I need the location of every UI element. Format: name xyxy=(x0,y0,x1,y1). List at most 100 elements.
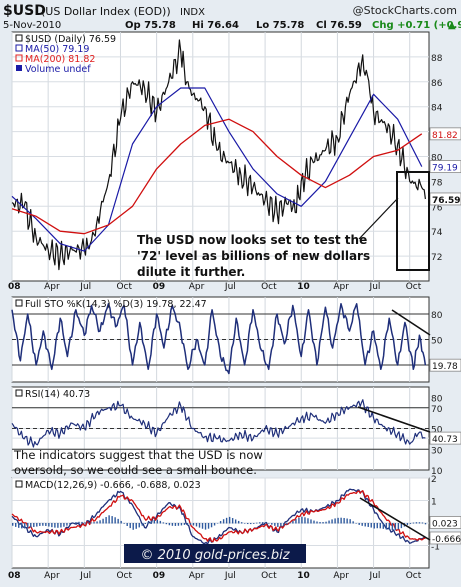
x-axis-label: Oct xyxy=(116,282,132,292)
price-series-1 xyxy=(11,39,426,271)
histogram-bar xyxy=(237,520,240,524)
histogram-bar xyxy=(156,519,159,524)
histogram-bar xyxy=(367,523,369,527)
histogram-bar xyxy=(84,522,86,524)
histogram-bar xyxy=(244,523,246,524)
rsi-note-line-1: The indicators suggest that the USD is n… xyxy=(13,448,263,462)
histogram-bar xyxy=(198,523,201,528)
histogram-bar xyxy=(99,520,101,524)
histogram-bar xyxy=(12,523,14,526)
x-axis-label: Oct xyxy=(261,282,277,292)
price-y-tick-label: 84 xyxy=(431,104,443,114)
histogram-bar xyxy=(346,518,348,524)
histogram-bar xyxy=(424,523,427,525)
histogram-bar xyxy=(27,523,29,529)
price-legend-entry: MA(50) 79.19 xyxy=(25,44,89,55)
histogram-bar xyxy=(201,523,204,529)
x-axis-label: Apr xyxy=(333,571,349,581)
histogram-bar xyxy=(165,523,168,525)
rsi-y-tick-label: 70 xyxy=(431,405,443,415)
price-value-flag-label: 79.19 xyxy=(432,164,458,174)
histogram-bar xyxy=(57,523,59,528)
histogram-bar xyxy=(105,517,107,524)
price-value-flag xyxy=(429,127,461,141)
histogram-bar xyxy=(48,523,50,527)
histogram-bar xyxy=(189,523,192,525)
price-legend-swatch xyxy=(15,34,23,42)
histogram-bar xyxy=(18,523,20,528)
histogram-bar xyxy=(268,523,270,524)
rsi-y-tick-label: 80 xyxy=(431,394,443,404)
histogram-bar xyxy=(373,523,375,529)
histogram-bar xyxy=(394,523,397,531)
histogram-bar xyxy=(153,519,156,524)
histogram-bar xyxy=(195,523,198,527)
histogram-bar xyxy=(93,522,95,524)
price-y-tick-label: 76 xyxy=(431,203,443,213)
macd-y-tick-label: 1 xyxy=(431,498,437,508)
header-change: Chg +0.71 (+0.94%) xyxy=(372,20,461,31)
rsi-legend-entry: RSI(14) 40.73 xyxy=(25,389,90,400)
x-axis-label: Jul xyxy=(369,571,381,581)
rsi-note-line-2: oversold, so we could see a small bounce… xyxy=(14,463,257,477)
histogram-bar xyxy=(129,523,131,529)
histogram-bar xyxy=(310,519,312,524)
trend-line xyxy=(357,406,431,433)
histogram-bar xyxy=(45,523,47,527)
histogram-bar xyxy=(358,523,360,525)
histogram-bar xyxy=(385,523,388,530)
histogram-bar xyxy=(66,523,68,526)
x-axis-label: 08 xyxy=(8,571,21,581)
histogram-bar xyxy=(39,523,41,526)
x-axis-label: Jul xyxy=(369,282,381,292)
histogram-bar xyxy=(54,523,56,528)
price-y-tick-label: 88 xyxy=(431,54,443,64)
x-axis-label: Jul xyxy=(224,282,236,292)
rsi-legend-swatch xyxy=(15,389,23,397)
rsi-series-1 xyxy=(11,399,426,448)
price-series-2 xyxy=(11,87,423,252)
histogram-bar xyxy=(21,523,23,529)
x-axis-label: Oct xyxy=(261,571,277,581)
histogram-bar xyxy=(204,523,207,530)
histogram-bar xyxy=(391,523,394,531)
header-date: 5-Nov-2010 xyxy=(3,20,61,31)
macd-value-flag-label: 0.023 xyxy=(432,519,458,529)
histogram-bar xyxy=(370,523,372,528)
price-value-flag-label: 76.59 xyxy=(432,196,460,206)
target-box xyxy=(396,171,430,271)
histogram-bar xyxy=(144,523,146,524)
price-y-tick-label: 72 xyxy=(431,253,442,263)
trend-line xyxy=(359,497,431,541)
histogram-bar xyxy=(162,522,165,524)
x-axis-label: Oct xyxy=(116,571,132,581)
histogram-bar xyxy=(292,520,294,524)
x-axis-label: Apr xyxy=(44,571,60,581)
price-legend-swatch xyxy=(15,54,23,62)
price-value-flag xyxy=(429,160,461,173)
price-note-pointer xyxy=(358,197,399,240)
price-note-line-3: dilute it further. xyxy=(137,265,245,279)
header-exchange: INDX xyxy=(180,7,205,18)
histogram-bar xyxy=(168,523,171,526)
histogram-bar xyxy=(322,522,324,524)
price-legend-entry: $USD (Daily) 76.59 xyxy=(25,34,116,45)
macd-histogram xyxy=(12,515,427,531)
histogram-bar xyxy=(349,519,351,524)
histogram-bar xyxy=(186,523,189,525)
x-axis-label: 10 xyxy=(297,282,310,292)
histogram-bar xyxy=(96,521,98,524)
rsi-y-tick-label: 30 xyxy=(431,446,443,456)
stochastic-series-1 xyxy=(11,303,427,375)
histogram-bar xyxy=(222,519,225,524)
macd-value-flag xyxy=(429,516,461,529)
histogram-bar xyxy=(123,523,125,524)
histogram-bar xyxy=(343,517,345,524)
histogram-bar xyxy=(30,523,32,528)
histogram-bar xyxy=(355,523,357,524)
histogram-bar xyxy=(87,522,89,524)
histogram-bar xyxy=(72,522,74,524)
histogram-bar xyxy=(36,523,38,527)
